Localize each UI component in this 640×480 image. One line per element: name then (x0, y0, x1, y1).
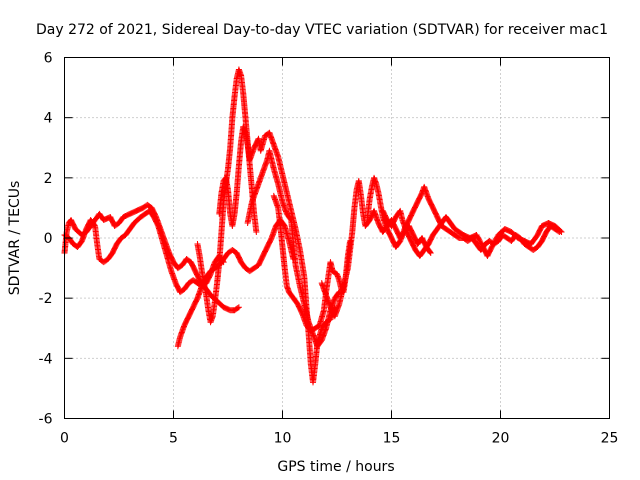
data-point-plus (558, 228, 565, 235)
chart-title: Day 272 of 2021, Sidereal Day-to-day VTE… (36, 22, 608, 38)
data-point-plus (557, 228, 564, 235)
series-track-g (270, 192, 354, 335)
y-tick-label: -2 (39, 291, 53, 307)
y-tick-label: 6 (44, 51, 53, 67)
y-tick-label: 4 (44, 111, 53, 127)
data-point-plus (253, 228, 260, 235)
data-point-plus (234, 304, 241, 311)
x-tick-label: 20 (492, 431, 510, 447)
y-axis-label: SDTVAR / TECUs (7, 181, 23, 296)
x-tick-label: 25 (601, 431, 619, 447)
series-track-j (379, 207, 565, 260)
x-tick-label: 15 (383, 431, 401, 447)
x-axis-ticks: 0 5 10 15 20 25 (60, 57, 619, 447)
x-tick-label: 5 (169, 431, 178, 447)
x-tick-label: 10 (274, 431, 292, 447)
series-track-c (174, 216, 297, 350)
series-track-d (194, 66, 260, 326)
grid-lines (64, 57, 610, 419)
data-point-plus (427, 250, 434, 257)
x-tick-label: 0 (60, 431, 69, 447)
data-points (61, 66, 565, 386)
y-tick-label: 2 (44, 171, 53, 187)
y-tick-label: 0 (44, 231, 53, 247)
y-tick-label: -4 (39, 351, 53, 367)
series-track-h (318, 177, 434, 320)
data-point-plus (235, 304, 242, 311)
data-point-plus (427, 249, 434, 256)
y-axis-ticks: -6 -4 -2 0 2 4 6 (39, 51, 610, 428)
y-tick-label: -6 (39, 412, 53, 428)
x-axis-label: GPS time / hours (277, 459, 394, 475)
